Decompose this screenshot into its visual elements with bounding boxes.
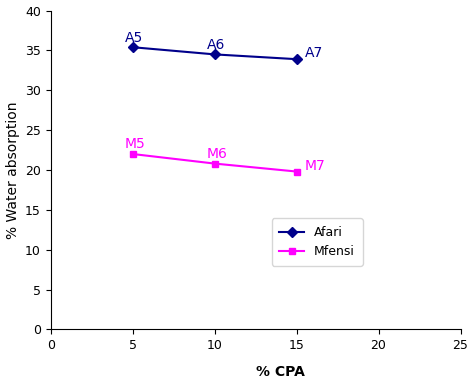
Text: A7: A7: [305, 46, 323, 60]
Text: M6: M6: [207, 147, 228, 161]
Legend: Afari, Mfensi: Afari, Mfensi: [272, 219, 363, 266]
Text: A6: A6: [207, 38, 225, 52]
Text: M5: M5: [125, 138, 145, 151]
Y-axis label: % Water absorption: % Water absorption: [6, 101, 19, 239]
Line: Mfensi: Mfensi: [129, 151, 300, 175]
Afari: [212, 52, 218, 57]
Text: % CPA: % CPA: [255, 365, 304, 379]
Afari: [294, 57, 300, 62]
Text: M7: M7: [305, 159, 326, 173]
Afari: [130, 45, 136, 50]
Line: Afari: Afari: [129, 44, 300, 63]
Mfensi: [294, 169, 300, 174]
Mfensi: [212, 161, 218, 166]
Text: A5: A5: [125, 31, 143, 45]
Mfensi: [130, 152, 136, 156]
